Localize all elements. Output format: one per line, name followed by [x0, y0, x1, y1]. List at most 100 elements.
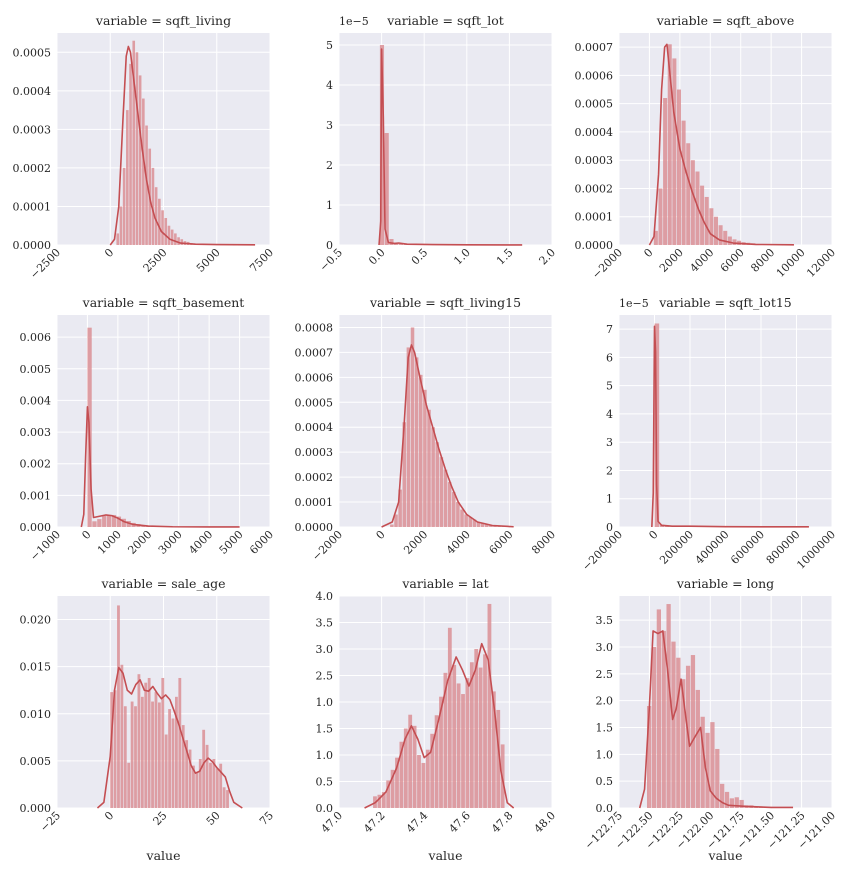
- x-tick-label: 12000: [804, 246, 838, 280]
- histogram-bar: [398, 243, 404, 245]
- histogram-bar: [222, 787, 226, 808]
- y-tick-label: 0.0007: [295, 346, 334, 359]
- x-tick-label: −200000: [580, 528, 625, 573]
- facet-panel: 0.0000.0010.0020.0030.0040.0050.006−1000…: [20, 295, 277, 563]
- y-tick-label: 0.006: [20, 331, 52, 344]
- y-tick-label: 0.0007: [575, 41, 614, 54]
- kde-line: [381, 344, 514, 528]
- x-tick-label: 50: [204, 809, 223, 828]
- y-tick-label: 0.0: [596, 802, 614, 815]
- histogram-bar: [181, 725, 185, 808]
- histogram-bar: [496, 709, 501, 808]
- y-tick-label: 0.0000: [295, 521, 334, 534]
- x-axis-label: value: [708, 848, 743, 863]
- kde-line: [364, 642, 515, 809]
- histogram-bar: [681, 120, 686, 245]
- y-tick-label: 0.0001: [575, 211, 614, 224]
- histogram-bar: [461, 694, 465, 808]
- y-tick-label: 0.0004: [13, 85, 52, 98]
- histogram-bar: [97, 519, 102, 527]
- panel-title: variable = sqft_lot15: [658, 295, 792, 310]
- histogram-bar: [727, 236, 732, 245]
- histogram-bar: [398, 489, 402, 527]
- histogram-bar: [667, 44, 672, 245]
- histogram-bar: [120, 664, 124, 808]
- histogram-bar: [198, 759, 202, 808]
- panel-title: variable = long: [676, 576, 774, 591]
- y-tick-label: 2: [606, 464, 613, 477]
- y-tick-label: 0.0005: [13, 46, 52, 59]
- histogram-bar: [142, 98, 145, 245]
- histogram-bar: [443, 672, 448, 808]
- x-tick-label: 1.0: [451, 246, 473, 268]
- x-tick-label: 5000: [217, 528, 246, 557]
- y-tick-label: 0.0002: [295, 471, 334, 484]
- histogram-bar: [447, 627, 452, 808]
- histogram-bar: [178, 677, 182, 808]
- x-tick-label: 600000: [728, 528, 767, 567]
- histogram-bar: [390, 524, 394, 527]
- y-tick-label: 3.5: [596, 614, 614, 627]
- y-tick-label: 3.0: [596, 641, 614, 654]
- histogram-bar: [399, 741, 404, 808]
- y-tick-label: 1.0: [316, 696, 334, 709]
- histogram-bar: [656, 609, 661, 808]
- histogram-bar: [130, 701, 134, 808]
- y-tick-label: 0.0004: [295, 421, 334, 434]
- histogram-bar: [127, 762, 131, 808]
- panel-title: variable = sqft_living15: [369, 295, 521, 310]
- histogram-bar: [663, 98, 668, 245]
- histogram-bar: [431, 427, 435, 527]
- histogram-bar: [226, 790, 229, 808]
- y-tick-label: 2: [326, 159, 333, 172]
- x-tick-label: 2000: [125, 528, 154, 557]
- histogram-bar: [403, 728, 408, 808]
- histogram-bar: [661, 630, 666, 808]
- histogram-bar: [658, 188, 663, 245]
- histogram-bar: [417, 755, 421, 808]
- histogram-bar: [144, 682, 148, 808]
- y-tick-label: 1.5: [596, 721, 614, 734]
- histogram-bar: [389, 239, 394, 245]
- y-tick-label: 0.5: [596, 775, 614, 788]
- histogram-bar: [443, 469, 448, 527]
- histogram-bar: [209, 762, 212, 808]
- axis-offset-label: 1e−5: [339, 15, 369, 28]
- histogram-bar: [377, 794, 382, 808]
- y-tick-label: 4: [326, 79, 333, 92]
- histogram-bar: [205, 744, 209, 808]
- x-tick-label: 2000: [401, 528, 430, 557]
- y-tick-label: 0.000: [20, 802, 52, 815]
- histogram-bar: [723, 230, 728, 245]
- histogram-bar: [715, 748, 720, 808]
- histogram-bar: [395, 757, 399, 808]
- histogram-bar: [427, 409, 431, 527]
- histogram-bar: [690, 655, 696, 808]
- histogram-bar: [439, 457, 444, 527]
- histogram-bar: [151, 701, 154, 808]
- x-tick-label: 4000: [186, 528, 215, 557]
- histogram-bar: [384, 133, 389, 245]
- histogram-bar: [460, 509, 464, 527]
- y-tick-label: 1: [326, 199, 333, 212]
- x-tick-label: 0: [102, 809, 116, 823]
- histogram-bar: [713, 216, 718, 245]
- histogram-bar: [469, 662, 474, 808]
- y-tick-label: 7: [606, 323, 613, 336]
- facet-panel: 0 1 2 3 4 5 −0.5 0.0 0.5 1.0 1.5 2.0 variable = sqft…: [317, 13, 558, 274]
- histogram-bar: [671, 641, 676, 808]
- histogram-bar: [157, 702, 161, 808]
- x-tick-label: 25: [151, 809, 170, 828]
- histogram-bar: [447, 482, 452, 527]
- x-tick-label: 6000: [487, 528, 516, 557]
- histogram-bar: [410, 327, 415, 527]
- histogram-bar: [465, 678, 470, 808]
- panel-title: variable = sqft_basement: [82, 295, 245, 310]
- histogram-bar: [102, 515, 107, 527]
- histogram-bar: [646, 706, 652, 808]
- y-tick-label: 0.0005: [575, 98, 614, 111]
- histogram-bar: [117, 605, 120, 808]
